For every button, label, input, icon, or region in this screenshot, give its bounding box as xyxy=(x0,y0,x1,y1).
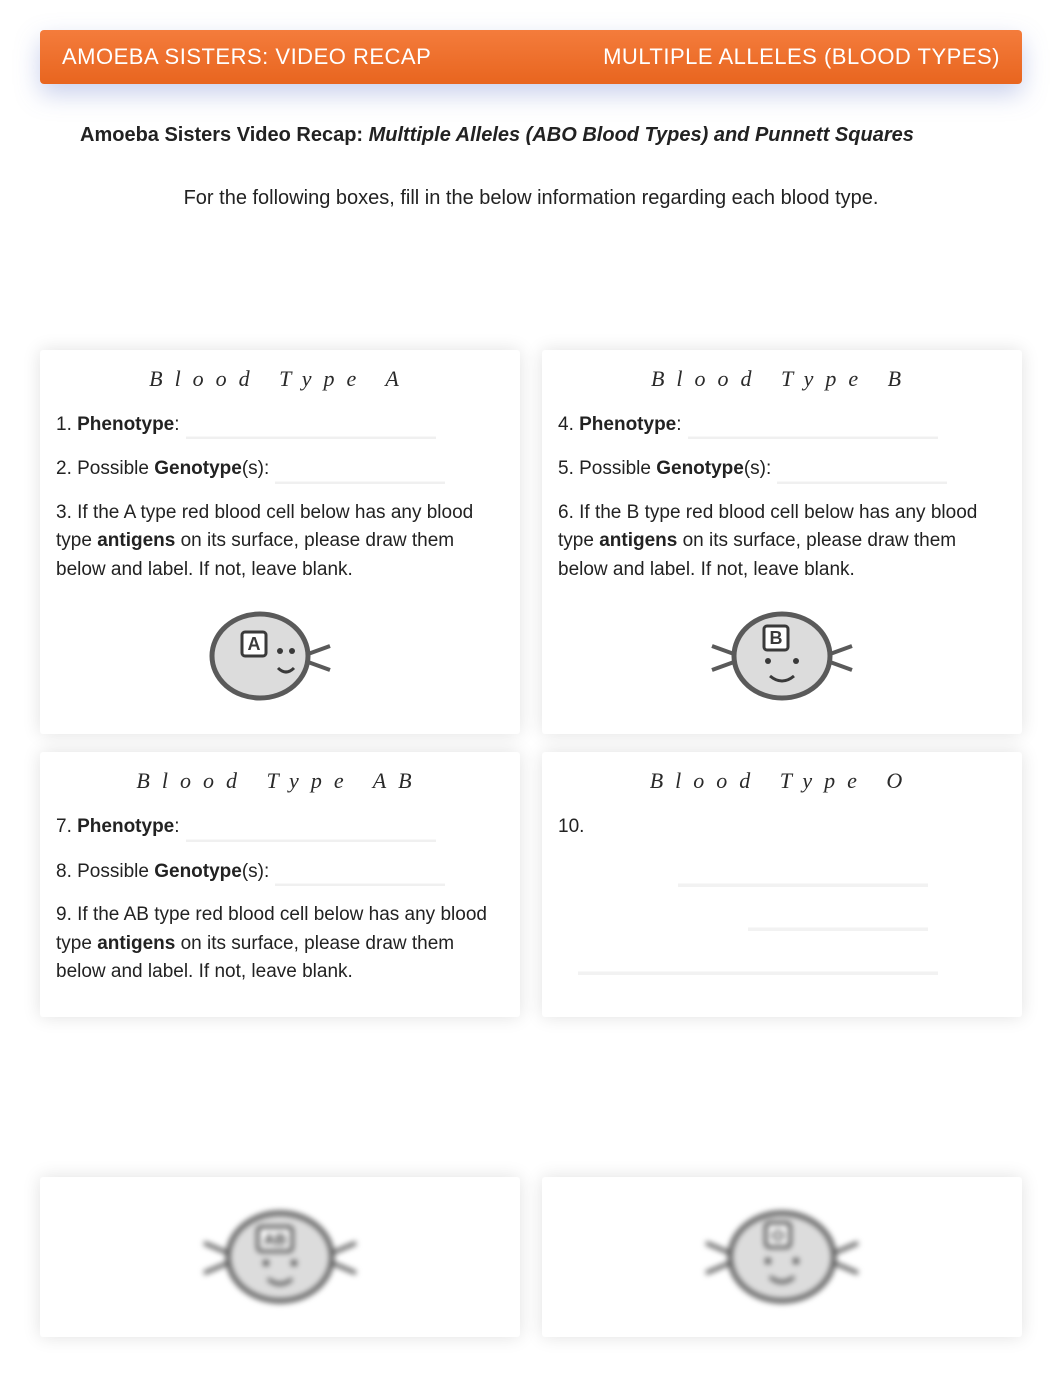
q5-suffix: (s): xyxy=(744,458,771,479)
bottom-cell-ab: AB xyxy=(40,1177,520,1337)
cell-label-o: O xyxy=(772,1228,784,1245)
instructions-text: For the following boxes, fill in the bel… xyxy=(40,187,1022,210)
cell-label-b: B xyxy=(770,628,783,648)
q4-label: Phenotype xyxy=(579,414,676,435)
q5-label: Genotype xyxy=(656,458,744,479)
blank-lines-o xyxy=(558,861,1006,975)
header-bar: AMOEBA SISTERS: VIDEO RECAP MULTIPLE ALL… xyxy=(40,30,1022,84)
q7-num: 7. xyxy=(56,816,77,837)
blank-o-2[interactable] xyxy=(748,905,928,931)
q2-suffix: (s): xyxy=(242,458,269,479)
q1-num: 1. xyxy=(56,414,77,435)
blank-o-3[interactable] xyxy=(578,949,938,975)
blood-cell-ab-icon: AB xyxy=(170,1197,390,1317)
card-title-b: Blood Type B xyxy=(558,366,1006,392)
blood-cell-o-icon: O xyxy=(672,1197,892,1317)
card-blood-type-o: Blood Type O 10. xyxy=(542,752,1022,1016)
q8-pre: 8. Possible xyxy=(56,861,154,882)
q5-b: 5. Possible Genotype(s): xyxy=(558,454,1006,484)
q9-ab: 9. If the AB type red blood cell below h… xyxy=(56,901,504,987)
subtitle-italic: Multtiple Alleles (ABO Blood Types) and … xyxy=(369,124,914,146)
q3-a: 3. If the A type red blood cell below ha… xyxy=(56,499,504,585)
blood-cell-a-icon: A xyxy=(180,596,380,716)
q1-a: 1. Phenotype: xyxy=(56,410,504,440)
q1-label: Phenotype xyxy=(77,414,174,435)
header-right-text: MULTIPLE ALLELES (BLOOD TYPES) xyxy=(603,44,1000,70)
card-blood-type-ab: Blood Type AB 7. Phenotype: 8. Possible … xyxy=(40,752,520,1016)
q5-pre: 5. Possible xyxy=(558,458,656,479)
q2-a: 2. Possible Genotype(s): xyxy=(56,454,504,484)
card-blood-type-b: Blood Type B 4. Phenotype: 5. Possible G… xyxy=(542,350,1022,734)
blank-genotype-a[interactable] xyxy=(275,460,445,485)
card-title-a: Blood Type A xyxy=(56,366,504,392)
q6-bold: antigens xyxy=(599,530,677,551)
blank-phenotype-ab[interactable] xyxy=(186,818,436,843)
q4-num: 4. xyxy=(558,414,579,435)
q9-bold: antigens xyxy=(97,933,175,954)
q3-bold: antigens xyxy=(97,530,175,551)
q10-o: 10. xyxy=(558,812,1006,842)
cell-label-ab: AB xyxy=(263,1232,286,1249)
card-blood-type-a: Blood Type A 1. Phenotype: 2. Possible G… xyxy=(40,350,520,734)
q4-b: 4. Phenotype: xyxy=(558,410,1006,440)
header-left-text: AMOEBA SISTERS: VIDEO RECAP xyxy=(62,44,431,70)
blank-o-1[interactable] xyxy=(678,861,928,887)
blank-phenotype-b[interactable] xyxy=(688,416,938,441)
q2-pre: 2. Possible xyxy=(56,458,154,479)
q10-num: 10. xyxy=(558,816,584,837)
q6-b: 6. If the B type red blood cell below ha… xyxy=(558,499,1006,585)
card-title-ab: Blood Type AB xyxy=(56,768,504,794)
subtitle-bold: Amoeba Sisters Video Recap: xyxy=(80,124,369,146)
q7-ab: 7. Phenotype: xyxy=(56,812,504,842)
q8-suffix: (s): xyxy=(242,861,269,882)
bottom-cells-row: AB O xyxy=(40,1177,1022,1337)
q2-label: Genotype xyxy=(154,458,242,479)
cell-label-a: A xyxy=(248,634,261,654)
blood-cell-b-icon: B xyxy=(682,596,882,716)
q7-label: Phenotype xyxy=(77,816,174,837)
blank-phenotype-a[interactable] xyxy=(186,416,436,441)
subtitle: Amoeba Sisters Video Recap: Multtiple Al… xyxy=(80,124,1022,147)
q8-ab: 8. Possible Genotype(s): xyxy=(56,857,504,887)
q8-label: Genotype xyxy=(154,861,242,882)
blank-genotype-ab[interactable] xyxy=(275,862,445,887)
worksheet-grid: Blood Type A 1. Phenotype: 2. Possible G… xyxy=(40,350,1022,1017)
bottom-cell-o: O xyxy=(542,1177,1022,1337)
card-title-o: Blood Type O xyxy=(558,768,1006,794)
blank-genotype-b[interactable] xyxy=(777,460,947,485)
